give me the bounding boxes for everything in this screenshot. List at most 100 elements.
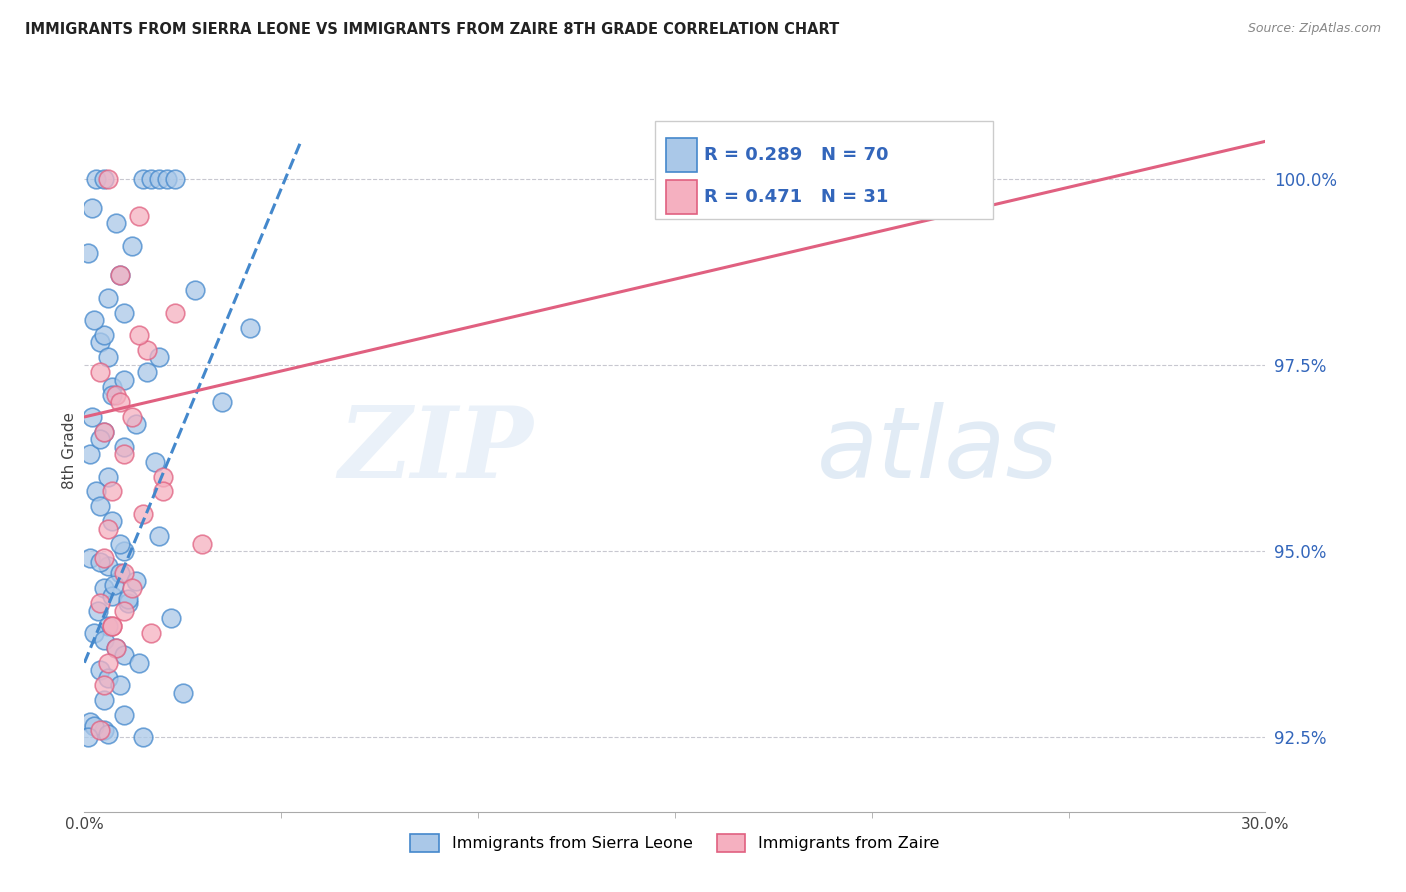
Point bbox=[112, 306, 135, 320]
Point bbox=[97, 726, 120, 740]
Point bbox=[860, 186, 883, 201]
Text: atlas: atlas bbox=[817, 402, 1059, 499]
Text: IMMIGRANTS FROM SIERRA LEONE VS IMMIGRANTS FROM ZAIRE 8TH GRADE CORRELATION CHAR: IMMIGRANTS FROM SIERRA LEONE VS IMMIGRAN… bbox=[25, 22, 839, 37]
Point bbox=[148, 171, 170, 186]
Point bbox=[117, 592, 139, 607]
Point bbox=[77, 730, 100, 744]
Point bbox=[143, 455, 166, 469]
Point bbox=[97, 291, 120, 305]
Point bbox=[132, 730, 155, 744]
Point bbox=[101, 618, 124, 632]
Point bbox=[172, 685, 194, 699]
Point bbox=[132, 171, 155, 186]
Point bbox=[121, 238, 143, 252]
Point bbox=[79, 447, 101, 461]
Point bbox=[163, 171, 186, 186]
Point bbox=[97, 171, 120, 186]
Point bbox=[112, 648, 135, 663]
Point bbox=[97, 671, 120, 685]
Point bbox=[77, 246, 100, 260]
Point bbox=[101, 484, 124, 499]
Point bbox=[112, 566, 135, 581]
Point bbox=[103, 577, 125, 591]
Point bbox=[112, 447, 135, 461]
Point bbox=[97, 558, 120, 573]
Point bbox=[93, 723, 115, 737]
Point bbox=[82, 202, 104, 216]
Point bbox=[128, 656, 150, 670]
Text: Source: ZipAtlas.com: Source: ZipAtlas.com bbox=[1247, 22, 1381, 36]
Point bbox=[101, 514, 124, 528]
Point bbox=[93, 693, 115, 707]
Point bbox=[97, 351, 120, 365]
Point bbox=[89, 335, 111, 350]
Point bbox=[89, 555, 111, 569]
Point bbox=[83, 626, 105, 640]
Point bbox=[112, 544, 135, 558]
Point bbox=[93, 425, 115, 439]
Point bbox=[104, 640, 127, 655]
Point bbox=[93, 551, 115, 566]
Point bbox=[93, 581, 115, 595]
Legend: Immigrants from Sierra Leone, Immigrants from Zaire: Immigrants from Sierra Leone, Immigrants… bbox=[404, 828, 946, 858]
Point bbox=[191, 536, 214, 550]
Point bbox=[163, 306, 186, 320]
Point bbox=[97, 656, 120, 670]
Point bbox=[89, 663, 111, 677]
Point bbox=[152, 484, 174, 499]
Point bbox=[89, 596, 111, 610]
Point bbox=[84, 171, 107, 186]
Point bbox=[89, 432, 111, 446]
Point bbox=[121, 581, 143, 595]
Point bbox=[82, 409, 104, 424]
Point bbox=[104, 387, 127, 401]
Point bbox=[97, 469, 120, 483]
Point bbox=[104, 216, 127, 230]
Point bbox=[112, 373, 135, 387]
Point bbox=[108, 566, 131, 581]
Point bbox=[97, 618, 120, 632]
Point bbox=[108, 395, 131, 409]
Point bbox=[136, 343, 159, 357]
Point bbox=[108, 678, 131, 692]
Point bbox=[112, 707, 135, 722]
Point bbox=[239, 320, 262, 334]
Point bbox=[132, 507, 155, 521]
Point bbox=[117, 596, 139, 610]
Point bbox=[101, 387, 124, 401]
Text: ZIP: ZIP bbox=[339, 402, 533, 499]
Text: R = 0.289   N = 70: R = 0.289 N = 70 bbox=[704, 146, 889, 164]
Point bbox=[160, 611, 183, 625]
Point bbox=[83, 719, 105, 733]
Point bbox=[124, 574, 146, 588]
Point bbox=[89, 365, 111, 379]
Point bbox=[128, 209, 150, 223]
Point bbox=[108, 268, 131, 283]
Point bbox=[124, 417, 146, 432]
Y-axis label: 8th Grade: 8th Grade bbox=[62, 412, 77, 489]
Point bbox=[79, 551, 101, 566]
Point bbox=[112, 440, 135, 454]
Point bbox=[101, 380, 124, 394]
Point bbox=[156, 171, 179, 186]
Point bbox=[93, 171, 115, 186]
Point bbox=[83, 313, 105, 327]
Point bbox=[108, 536, 131, 550]
Point bbox=[104, 640, 127, 655]
Point bbox=[93, 425, 115, 439]
Point bbox=[93, 678, 115, 692]
Point bbox=[101, 589, 124, 603]
Point bbox=[84, 484, 107, 499]
Point bbox=[148, 529, 170, 543]
Point bbox=[183, 283, 205, 297]
Point bbox=[141, 626, 163, 640]
Point bbox=[89, 500, 111, 514]
Point bbox=[148, 351, 170, 365]
Point bbox=[93, 328, 115, 343]
Point bbox=[79, 715, 101, 730]
Point bbox=[97, 522, 120, 536]
Point bbox=[141, 171, 163, 186]
Point bbox=[121, 409, 143, 424]
Point bbox=[93, 633, 115, 648]
Point bbox=[128, 328, 150, 343]
